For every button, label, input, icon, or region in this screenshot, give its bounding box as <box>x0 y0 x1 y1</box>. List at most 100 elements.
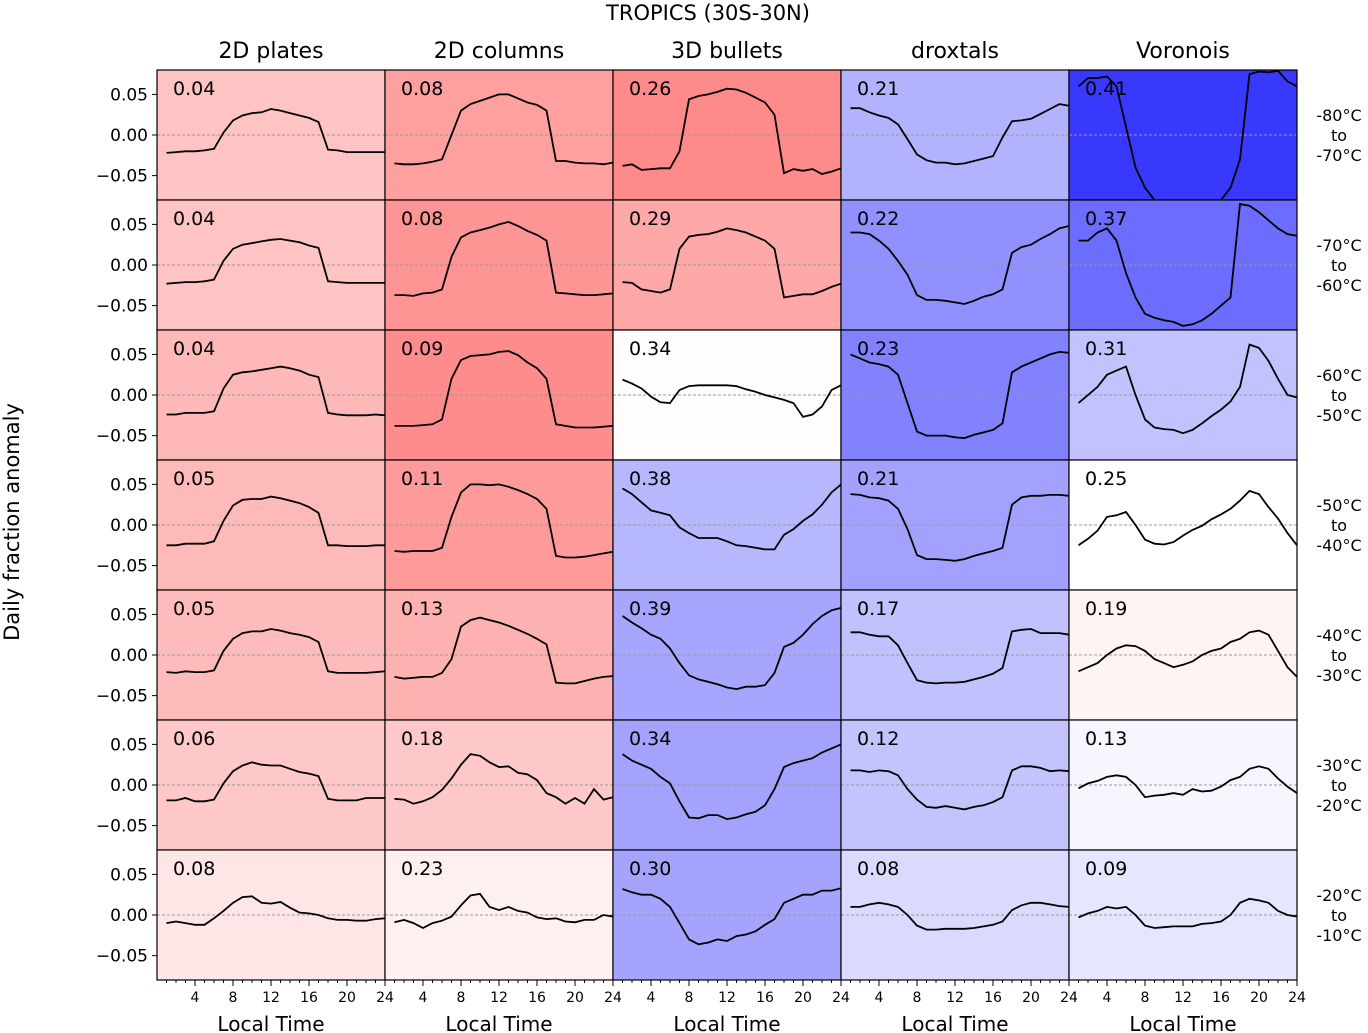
x-tick-label: 4 <box>647 990 656 1006</box>
row-label: -30°C <box>1316 666 1361 685</box>
column-title: 2D plates <box>218 39 323 64</box>
series-line <box>1078 629 1297 678</box>
series-line <box>622 378 841 418</box>
panel-value-label: 0.08 <box>857 858 899 880</box>
row-label: -70°C <box>1316 146 1361 165</box>
panel-value-label: 0.23 <box>401 858 443 880</box>
series-line <box>850 103 1069 166</box>
series-line <box>394 892 613 930</box>
panel-value-label: 0.30 <box>629 858 671 880</box>
panel-value-label: 0.26 <box>629 78 671 100</box>
series-line <box>166 108 385 154</box>
panel-value-label: 0.39 <box>629 598 671 620</box>
row-label: -50°C <box>1316 406 1361 425</box>
figure-title: TROPICS (30S-30N) <box>605 1 810 25</box>
x-axis-label: Local Time <box>1129 1012 1236 1033</box>
column-title: droxtals <box>911 39 999 64</box>
panel-value-label: 0.25 <box>1085 468 1127 490</box>
y-tick-label: −0.05 <box>96 427 148 447</box>
y-tick-label: 0.05 <box>110 345 148 365</box>
y-tick-label: −0.05 <box>96 167 148 187</box>
row-label: to <box>1331 516 1347 535</box>
panel-value-label: 0.06 <box>173 728 215 750</box>
y-tick-label: −0.05 <box>96 557 148 577</box>
column-title: 3D bullets <box>671 39 783 64</box>
y-tick-label: 0.00 <box>110 516 148 536</box>
y-tick-label: 0.00 <box>110 776 148 796</box>
row-label: -60°C <box>1316 366 1361 385</box>
panel-value-label: 0.34 <box>629 338 671 360</box>
series-line <box>1077 489 1297 547</box>
x-axis-label: Local Time <box>673 1012 780 1033</box>
series-line <box>166 365 385 417</box>
panel-value-label: 0.08 <box>401 78 443 100</box>
y-axis-label: Daily fraction anomaly <box>0 403 24 641</box>
series-line <box>166 761 385 803</box>
series-line <box>621 743 841 821</box>
x-axis-label: Local Time <box>901 1012 1008 1033</box>
panel-value-label: 0.31 <box>1085 338 1127 360</box>
panel-value-label: 0.04 <box>173 78 215 100</box>
panel-value-label: 0.04 <box>173 208 215 230</box>
series-line <box>622 483 841 551</box>
y-tick-label: 0.05 <box>110 215 148 235</box>
series-line <box>394 616 613 685</box>
y-tick-label: 0.05 <box>110 865 148 885</box>
series-line <box>850 350 1069 440</box>
panel-value-label: 0.41 <box>1085 78 1127 100</box>
panel-value-label: 0.05 <box>173 468 215 490</box>
series-line <box>850 628 1069 685</box>
row-label: to <box>1331 256 1347 275</box>
x-tick-label: 16 <box>1212 990 1230 1006</box>
x-tick-label: 8 <box>913 990 922 1006</box>
x-tick-label: 20 <box>794 990 812 1006</box>
series-line <box>622 87 841 175</box>
y-tick-label: −0.05 <box>96 817 148 837</box>
x-tick-label: 24 <box>1288 990 1306 1006</box>
panel-value-label: 0.34 <box>629 728 671 750</box>
panel-value-label: 0.29 <box>629 208 671 230</box>
series-line <box>1078 203 1297 327</box>
y-tick-label: 0.05 <box>110 85 148 105</box>
series-line <box>394 220 613 297</box>
panel-value-label: 0.04 <box>173 338 215 360</box>
series-line <box>394 350 613 429</box>
x-tick-label: 12 <box>946 990 964 1006</box>
row-label: to <box>1331 126 1347 145</box>
row-label: to <box>1331 776 1347 795</box>
panel-value-label: 0.13 <box>401 598 443 620</box>
x-tick-label: 4 <box>1103 990 1112 1006</box>
panel-value-label: 0.21 <box>857 78 899 100</box>
x-tick-label: 8 <box>1141 990 1150 1006</box>
y-tick-label: 0.00 <box>110 906 148 926</box>
series-line <box>1077 70 1297 200</box>
series-line <box>622 227 841 299</box>
x-tick-label: 8 <box>457 990 466 1006</box>
row-label: -40°C <box>1316 536 1361 555</box>
x-tick-label: 24 <box>832 990 850 1006</box>
series-line <box>166 895 385 926</box>
x-tick-label: 20 <box>566 990 584 1006</box>
x-tick-label: 24 <box>376 990 394 1006</box>
column-title: 2D columns <box>434 39 564 64</box>
x-tick-label: 24 <box>1060 990 1078 1006</box>
x-tick-label: 16 <box>984 990 1002 1006</box>
series-line <box>622 887 841 946</box>
x-tick-label: 8 <box>229 990 238 1006</box>
y-tick-label: −0.05 <box>96 297 148 317</box>
row-label: -60°C <box>1316 276 1361 295</box>
series-line <box>166 238 385 285</box>
y-tick-label: 0.05 <box>110 605 148 625</box>
panel-value-label: 0.21 <box>857 468 899 490</box>
series-line <box>394 93 613 166</box>
x-tick-label: 12 <box>262 990 280 1006</box>
panel-grid: 2D plates 2D columns 3D bullets droxtals Vor… <box>96 39 1362 1033</box>
column-title: Voronois <box>1136 39 1230 64</box>
row-label: -50°C <box>1316 496 1361 515</box>
series-line <box>850 901 1069 931</box>
x-tick-label: 20 <box>338 990 356 1006</box>
y-tick-label: −0.05 <box>96 687 148 707</box>
y-tick-label: 0.05 <box>110 735 148 755</box>
panel-value-label: 0.22 <box>857 208 899 230</box>
